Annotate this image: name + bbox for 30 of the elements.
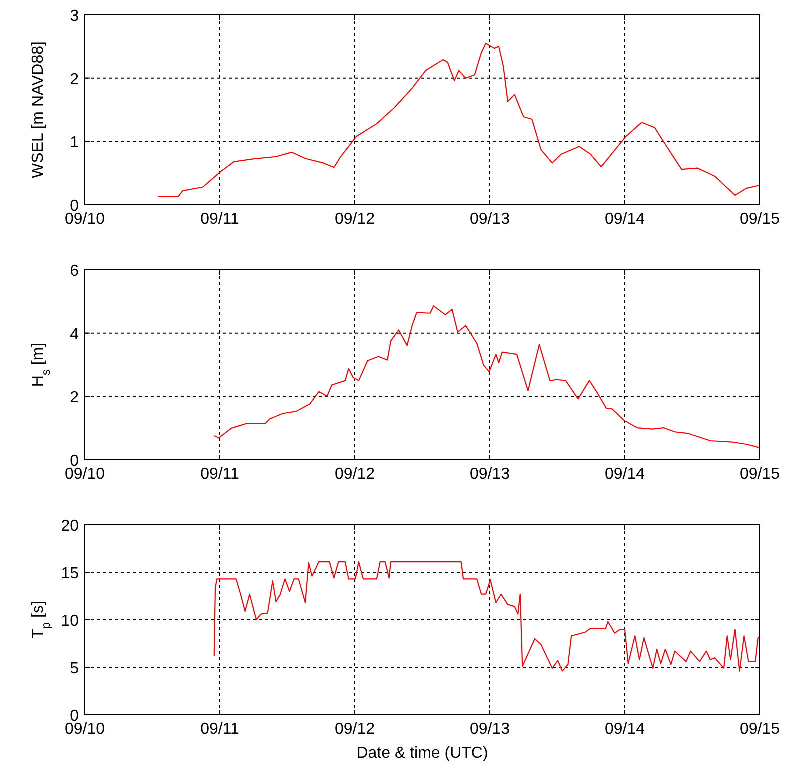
x-tick-label: 09/13	[470, 211, 510, 228]
x-tick-label: 09/15	[740, 211, 780, 228]
y-tick-label: 5	[70, 660, 80, 678]
y-tick-label: 2	[70, 71, 80, 88]
y-tick-label: 4	[70, 326, 80, 344]
x-tick-label: 09/12	[334, 721, 376, 738]
x-tick-label: 09/13	[470, 466, 510, 483]
y-tick-label: 3	[70, 8, 80, 25]
x-tick-label: 09/14	[604, 721, 646, 738]
y-tick-label: 2	[70, 390, 80, 407]
x-tick-label: 09/11	[200, 721, 240, 738]
x-tick-label: 09/11	[200, 466, 240, 483]
x-tick-label: 09/10	[64, 211, 106, 228]
x-tick-label: 09/10	[64, 721, 106, 738]
y-tick-label: 6	[70, 263, 80, 280]
x-tick-label: 09/13	[470, 721, 510, 738]
y-tick-label: 1	[70, 134, 80, 152]
x-tick-label: 09/12	[334, 211, 376, 228]
x-tick-label: 09/12	[334, 466, 376, 483]
x-tick-label: 09/15	[740, 721, 780, 738]
x-tick-label: 09/11	[200, 211, 240, 228]
x-tick-label: 09/15	[740, 466, 780, 483]
y-axis-title: WSEL [m NAVD88]	[30, 42, 47, 178]
y-tick-label: 10	[61, 613, 80, 630]
x-tick-label: 09/14	[604, 466, 646, 483]
y-tick-label: 15	[61, 566, 80, 582]
x-tick-label: 09/10	[64, 466, 106, 483]
x-axis-title: Date & time (UTC)	[356, 745, 488, 762]
y-tick-label: 20	[61, 518, 80, 535]
x-tick-label: 09/14	[604, 211, 646, 228]
